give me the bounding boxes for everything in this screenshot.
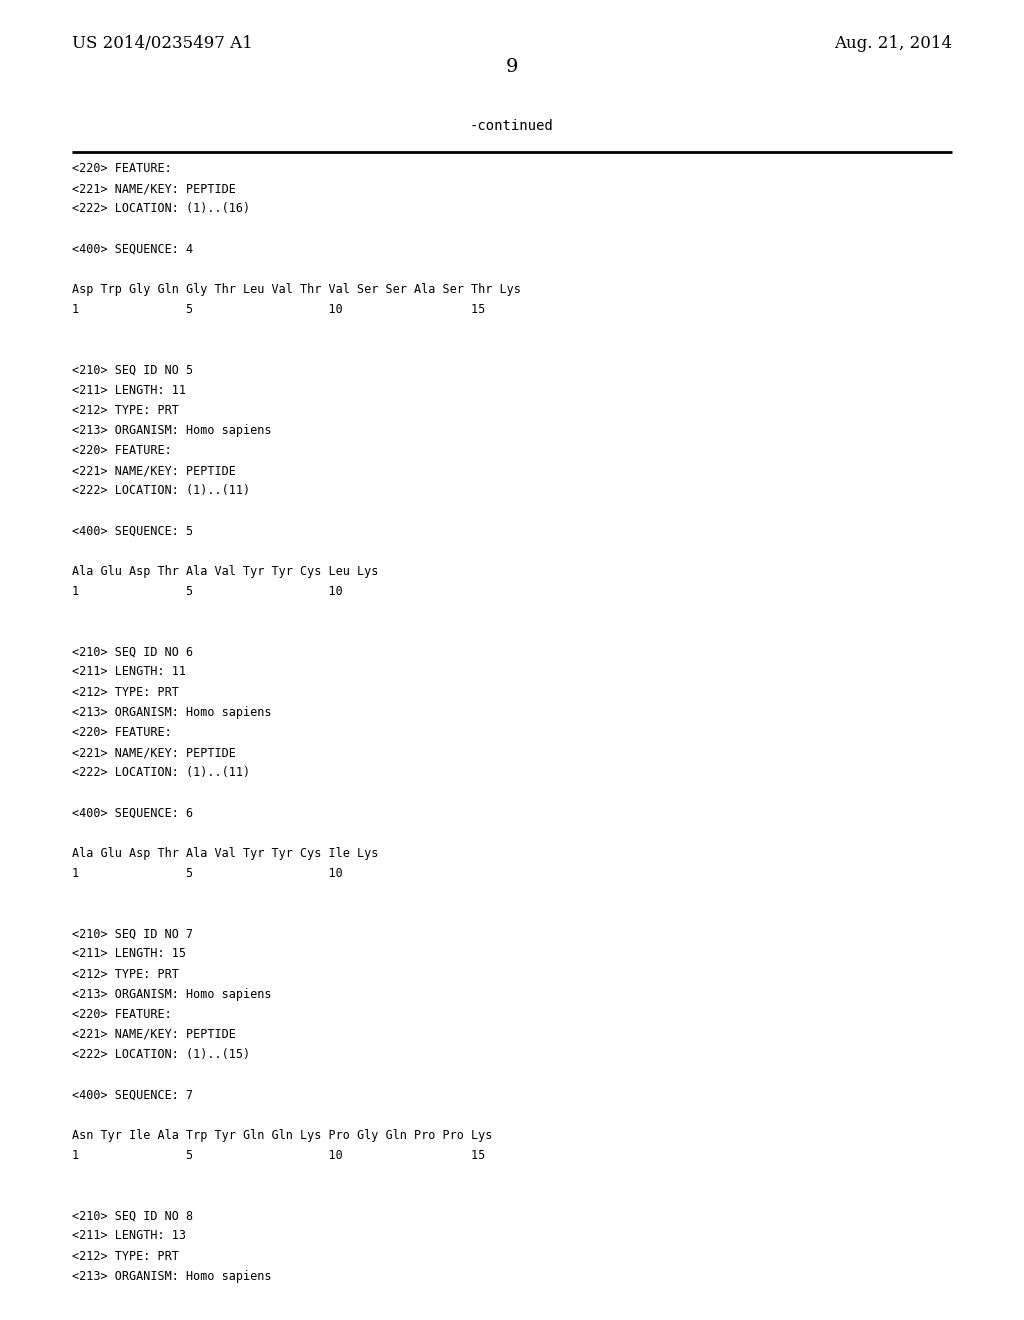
Text: <212> TYPE: PRT: <212> TYPE: PRT <box>72 685 179 698</box>
Text: <213> ORGANISM: Homo sapiens: <213> ORGANISM: Homo sapiens <box>72 987 271 1001</box>
Text: 1               5                   10: 1 5 10 <box>72 867 343 880</box>
Text: <213> ORGANISM: Homo sapiens: <213> ORGANISM: Homo sapiens <box>72 706 271 719</box>
Text: <211> LENGTH: 11: <211> LENGTH: 11 <box>72 384 186 396</box>
Text: <222> LOCATION: (1)..(15): <222> LOCATION: (1)..(15) <box>72 1048 250 1061</box>
Text: Ala Glu Asp Thr Ala Val Tyr Tyr Cys Ile Lys: Ala Glu Asp Thr Ala Val Tyr Tyr Cys Ile … <box>72 846 379 859</box>
Text: <213> ORGANISM: Homo sapiens: <213> ORGANISM: Homo sapiens <box>72 1270 271 1283</box>
Text: <400> SEQUENCE: 7: <400> SEQUENCE: 7 <box>72 1089 194 1101</box>
Text: <400> SEQUENCE: 4: <400> SEQUENCE: 4 <box>72 243 194 256</box>
Text: <211> LENGTH: 15: <211> LENGTH: 15 <box>72 948 186 961</box>
Text: US 2014/0235497 A1: US 2014/0235497 A1 <box>72 36 253 51</box>
Text: <220> FEATURE:: <220> FEATURE: <box>72 726 172 739</box>
Text: <221> NAME/KEY: PEPTIDE: <221> NAME/KEY: PEPTIDE <box>72 182 236 195</box>
Text: <400> SEQUENCE: 6: <400> SEQUENCE: 6 <box>72 807 194 820</box>
Text: Aug. 21, 2014: Aug. 21, 2014 <box>834 36 952 51</box>
Text: <400> SEQUENCE: 5: <400> SEQUENCE: 5 <box>72 524 194 537</box>
Text: 9: 9 <box>506 58 518 77</box>
Text: <210> SEQ ID NO 8: <210> SEQ ID NO 8 <box>72 1209 194 1222</box>
Text: <210> SEQ ID NO 5: <210> SEQ ID NO 5 <box>72 363 194 376</box>
Text: <210> SEQ ID NO 6: <210> SEQ ID NO 6 <box>72 645 194 659</box>
Text: <212> TYPE: PRT: <212> TYPE: PRT <box>72 968 179 981</box>
Text: <222> LOCATION: (1)..(16): <222> LOCATION: (1)..(16) <box>72 202 250 215</box>
Text: -continued: -continued <box>470 119 554 133</box>
Text: <220> FEATURE:: <220> FEATURE: <box>72 162 172 176</box>
Text: <211> LENGTH: 13: <211> LENGTH: 13 <box>72 1229 186 1242</box>
Text: <221> NAME/KEY: PEPTIDE: <221> NAME/KEY: PEPTIDE <box>72 1028 236 1041</box>
Text: Ala Glu Asp Thr Ala Val Tyr Tyr Cys Leu Lys: Ala Glu Asp Thr Ala Val Tyr Tyr Cys Leu … <box>72 565 379 578</box>
Text: <221> NAME/KEY: PEPTIDE: <221> NAME/KEY: PEPTIDE <box>72 465 236 477</box>
Text: <211> LENGTH: 11: <211> LENGTH: 11 <box>72 665 186 678</box>
Text: <213> ORGANISM: Homo sapiens: <213> ORGANISM: Homo sapiens <box>72 424 271 437</box>
Text: <210> SEQ ID NO 7: <210> SEQ ID NO 7 <box>72 927 194 940</box>
Text: Asp Trp Gly Gln Gly Thr Leu Val Thr Val Ser Ser Ala Ser Thr Lys: Asp Trp Gly Gln Gly Thr Leu Val Thr Val … <box>72 282 521 296</box>
Text: <220> FEATURE:: <220> FEATURE: <box>72 1008 172 1020</box>
Text: <220> FEATURE:: <220> FEATURE: <box>72 444 172 457</box>
Text: <221> NAME/KEY: PEPTIDE: <221> NAME/KEY: PEPTIDE <box>72 746 236 759</box>
Text: <212> TYPE: PRT: <212> TYPE: PRT <box>72 404 179 417</box>
Text: 1               5                   10                  15: 1 5 10 15 <box>72 304 485 315</box>
Text: 1               5                   10: 1 5 10 <box>72 585 343 598</box>
Text: <222> LOCATION: (1)..(11): <222> LOCATION: (1)..(11) <box>72 484 250 498</box>
Text: <212> TYPE: PRT: <212> TYPE: PRT <box>72 1250 179 1262</box>
Text: 1               5                   10                  15: 1 5 10 15 <box>72 1148 485 1162</box>
Text: <222> LOCATION: (1)..(11): <222> LOCATION: (1)..(11) <box>72 766 250 779</box>
Text: Asn Tyr Ile Ala Trp Tyr Gln Gln Lys Pro Gly Gln Pro Pro Lys: Asn Tyr Ile Ala Trp Tyr Gln Gln Lys Pro … <box>72 1129 493 1142</box>
